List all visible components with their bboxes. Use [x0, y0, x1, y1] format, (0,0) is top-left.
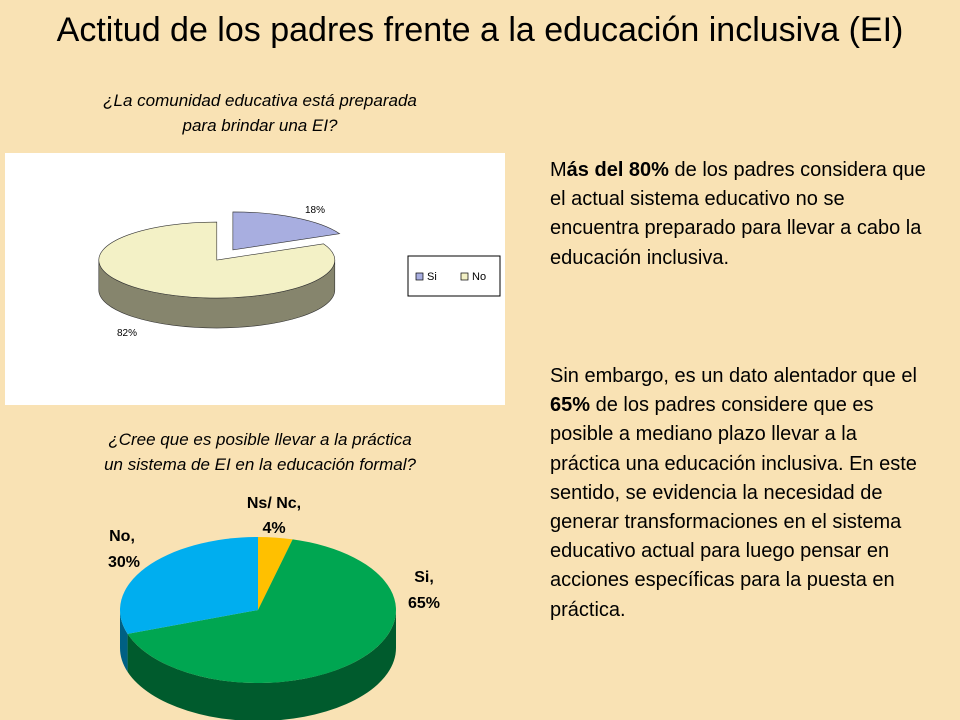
paragraph-2: Sin embargo, es un dato alentador que el… — [550, 362, 930, 625]
paragraph-1: Más del 80% de los padres considera que … — [550, 156, 930, 273]
chart1-slice-no — [98, 221, 336, 299]
chart2-label-ns-name: Ns/ Nc, — [247, 495, 301, 512]
paragraph-2-run: Sin embargo, es un dato alentador que el — [550, 365, 923, 387]
paragraph-2-run: de los padres considere que es posible a… — [550, 394, 923, 621]
chart1-question-line-1: ¿La comunidad educativa está preparada — [103, 91, 417, 110]
paragraph-2-run: 65% — [550, 394, 591, 417]
chart2-pie: Ns/ Nc, 4% No, 30% Si, 65% — [108, 495, 440, 720]
paragraph-1-run: M — [550, 159, 567, 181]
chart1-box: Si No 18% 82% — [5, 153, 505, 405]
chart2-slice-no — [120, 537, 258, 634]
paragraph-1-run: ás del 80% — [566, 159, 669, 181]
chart2-label-ns-value: 4% — [262, 520, 285, 537]
chart2-slice-si — [127, 539, 396, 683]
chart2-label-si-value: 65% — [408, 595, 440, 612]
slide-title: Actitud de los padres frente a la educac… — [56, 11, 904, 49]
chart2-label-no-name: No, — [109, 528, 135, 545]
chart1-slice-si — [232, 211, 341, 251]
chart2-question-line-2: un sistema de EI en la educación formal? — [104, 455, 416, 474]
chart1-question: ¿La comunidad educativa está preparada p… — [40, 88, 480, 138]
chart1-pie: Si No 18% 82% — [98, 205, 501, 339]
paragraph-1-run: de los padres considera que el actual si… — [550, 159, 932, 269]
chart1-legend-label-si: Si — [427, 271, 437, 283]
chart2-question: ¿Cree que es posible llevar a la práctic… — [50, 427, 470, 477]
chart2-question-line-1: ¿Cree que es posible llevar a la práctic… — [108, 430, 412, 449]
chart2-slice-si-side — [127, 610, 396, 720]
chart2-slice-nsnc — [258, 537, 293, 610]
chart1-legend-label-no: No — [472, 271, 486, 283]
chart1-legend-swatch-no — [460, 272, 469, 281]
chart1-question-line-2: para brindar una EI? — [182, 116, 338, 135]
chart1-data-label-si: 18% — [305, 205, 325, 216]
chart2-label-si-name: Si, — [414, 569, 434, 586]
chart2-slice-no-side — [120, 610, 128, 672]
chart1-legend-swatch-si — [415, 272, 424, 281]
chart2-label-no-value: 30% — [108, 554, 140, 571]
chart1-data-label-no: 82% — [117, 328, 137, 339]
